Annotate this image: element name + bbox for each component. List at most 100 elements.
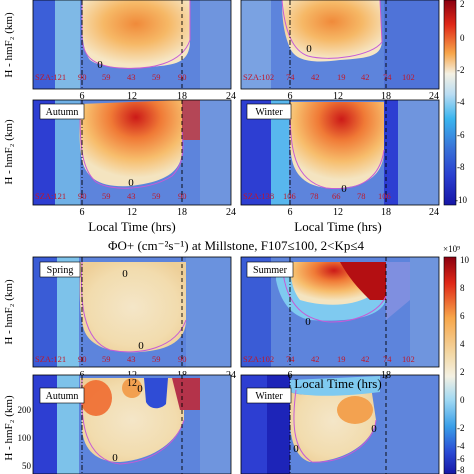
sza-label: 78 (310, 191, 319, 201)
zero-contour (81, 0, 191, 69)
sza-label: 90 (78, 191, 87, 201)
sza-row: SZA:121 90 59 43 59 90 (35, 191, 187, 201)
sza-row: SZA:138 106 78 66 78 106 (243, 191, 391, 201)
sza-label: 59 (152, 354, 161, 364)
zero-contour (289, 105, 385, 190)
x-tick: 6 (288, 370, 293, 381)
colorbar-tick: -2 (457, 423, 465, 433)
panel-top-spring (33, 0, 231, 89)
sza-label: SZA:121 (35, 354, 66, 364)
y-axis-label: H - hmF₂ (km) (3, 279, 15, 345)
season-label: Winter (255, 391, 283, 402)
colorbar-tick: 2 (460, 0, 465, 9)
x-tick: 6 (80, 91, 85, 102)
x-tick-labels: 6 18 (288, 370, 392, 381)
colorbar-tick: -8 (457, 465, 465, 474)
x-tick-labels: 6 12 18 24 6 12 18 24 (80, 207, 440, 218)
season-box (246, 103, 292, 120)
colorbar-tick: 6 (460, 311, 465, 321)
contour-label: 0 (138, 340, 144, 352)
x-tick: 12 (127, 207, 137, 218)
sza-label: 90 (178, 72, 187, 82)
x-tick: 12 (127, 378, 137, 389)
panel-top-autumn (33, 100, 231, 205)
season-label: Winter (255, 107, 283, 118)
sza-label: 90 (178, 354, 187, 364)
sza-label: 42 (361, 354, 370, 364)
colorbar-tick: 0 (460, 33, 465, 43)
sza-label: 43 (127, 191, 136, 201)
sza-label: 59 (102, 191, 111, 201)
season-box (39, 103, 85, 120)
sza-label: 74 (286, 72, 295, 82)
sza-label: 90 (78, 72, 87, 82)
sza-label: 42 (361, 72, 370, 82)
sza-label: 43 (127, 354, 136, 364)
sza-row: SZA:102 74 42 19 42 74 102 (243, 354, 415, 364)
x-tick: 6 (288, 91, 293, 102)
sza-label: 106 (378, 191, 391, 201)
colorbar-tick: 2 (460, 367, 465, 377)
x-tick: 12 (333, 91, 343, 102)
y-tick: 100 (18, 433, 32, 443)
panel-top-summer (241, 0, 439, 89)
x-tick: 24 (429, 207, 439, 218)
sza-label: 43 (127, 72, 136, 82)
sza-label: 59 (152, 191, 161, 201)
x-tick: 24 (226, 91, 236, 102)
colorbar-tick: -8 (457, 162, 465, 172)
panel-bot-summer (241, 257, 439, 367)
contour-label: 0 (371, 423, 377, 435)
y-tick-labels: 200 100 50 (18, 405, 32, 471)
sza-label: 59 (102, 354, 111, 364)
colorbar-tick: -4 (457, 441, 465, 451)
season-box (246, 261, 294, 278)
y-axis-label: H - hmF₂ (km) (3, 12, 15, 78)
x-tick: 18 (381, 207, 391, 218)
colorbar-exponent: ×10⁹ (443, 244, 460, 254)
zero-contour (281, 0, 383, 59)
season-label: Autumn (46, 391, 79, 402)
x-axis-label: Local Time (hrs) (294, 219, 381, 234)
x-tick: 6 (80, 207, 85, 218)
contour-label: 0 (137, 383, 143, 395)
colorbar-tick: -6 (457, 130, 465, 140)
x-tick: 6 (288, 207, 293, 218)
sza-label: 19 (337, 72, 346, 82)
sza-label: SZA:102 (243, 72, 274, 82)
contour-label: 0 (306, 43, 312, 55)
colorbar-tick: 8 (460, 283, 465, 293)
x-axis-label: Local Time (hrs) (88, 219, 175, 234)
zero-contour (79, 103, 184, 189)
contour-label: 0 (122, 268, 128, 280)
season-box (39, 261, 81, 278)
colorbar-top: 2 0 -2 -4 -6 -8 -10 (443, 0, 467, 206)
contour-label: 0 (112, 452, 118, 464)
colorbar-tick: -10 (455, 195, 467, 205)
x-tick: 12 (333, 207, 343, 218)
contour-label: 0 (293, 443, 299, 455)
sza-label: 42 (311, 72, 320, 82)
sza-label: 102 (402, 354, 415, 364)
colorbar-tick: 10 (460, 255, 470, 265)
sza-label: 102 (402, 72, 415, 82)
x-tick: 24 (226, 207, 236, 218)
x-tick: 12 (127, 91, 137, 102)
sza-label: SZA:138 (243, 191, 274, 201)
sza-label: SZA:102 (243, 354, 274, 364)
y-axis-label: H - hmF₂ (km) (3, 395, 15, 461)
x-axis-label: Local Time (hrs) (294, 376, 381, 391)
zero-contour (293, 389, 377, 463)
season-box (39, 387, 85, 404)
y-tick: 200 (18, 405, 32, 415)
sza-label: SZA:121 (35, 191, 66, 201)
sza-label: 74 (383, 354, 392, 364)
sza-label: 78 (357, 191, 366, 201)
contour-label: 0 (341, 183, 347, 195)
colorbar-tick: -2 (457, 65, 465, 75)
x-tick: 18 (381, 370, 391, 381)
colorbar-tick: -4 (457, 97, 465, 107)
panel-top-winter (241, 100, 439, 205)
colorbar-tick: -6 (457, 454, 465, 464)
